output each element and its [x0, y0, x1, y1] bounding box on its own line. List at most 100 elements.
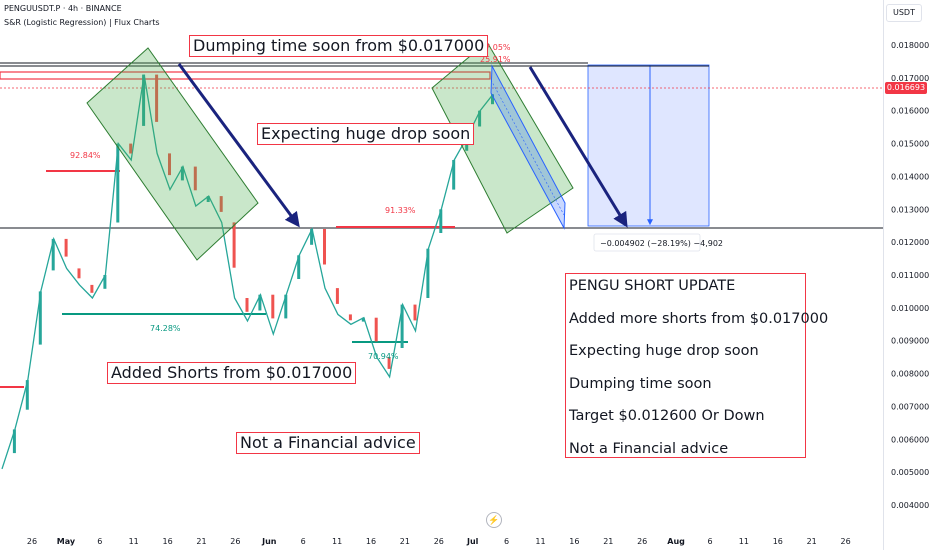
- price-candle: [64, 238, 68, 257]
- price-candle: [219, 196, 223, 212]
- shorts-note[interactable]: Added Shorts from $0.017000: [107, 362, 357, 384]
- price-candle: [361, 317, 365, 322]
- summary-line: PENGU SHORT UPDATE: [569, 278, 736, 294]
- x-tick-label: 16: [366, 537, 376, 546]
- price-candle: [323, 229, 326, 265]
- y-tick-label: 0.018000: [891, 41, 929, 50]
- y-tick-label: 0.009000: [891, 337, 929, 346]
- price-series: [1, 74, 494, 470]
- resistance-zone: [0, 71, 491, 80]
- summary-line: Target $0.012600 Or Down: [569, 408, 765, 424]
- y-tick-label: 0.016000: [891, 107, 929, 116]
- y-tick-label: 0.007000: [891, 402, 929, 411]
- y-tick-label: 0.004000: [891, 501, 929, 510]
- price-candle: [232, 222, 236, 268]
- x-tick-label: 26: [637, 537, 647, 546]
- x-tick-label: 11: [739, 537, 749, 546]
- y-tick-label: 0.017000: [891, 74, 929, 83]
- price-candle: [439, 209, 443, 233]
- y-axis: 0.018000 0.017000 0.016000 0.015000 0.014000…: [891, 41, 929, 510]
- x-tick-label: 6: [707, 537, 712, 546]
- y-tick-label: 0.012000: [891, 238, 929, 247]
- y-tick-label: 0.013000: [891, 205, 929, 214]
- price-candle: [426, 248, 430, 298]
- currency-button[interactable]: USDT: [886, 4, 922, 22]
- pct-label: 97.05%: [480, 43, 511, 52]
- x-tick-label: 26: [434, 537, 444, 546]
- price-candle: [335, 288, 339, 304]
- price-candle: [142, 74, 146, 126]
- price-candle: [491, 94, 494, 105]
- projection-channel[interactable]: [490, 64, 566, 230]
- x-tick-label: Aug: [667, 537, 685, 546]
- price-candle: [258, 294, 262, 311]
- price-candle: [400, 304, 404, 348]
- price-candle: [478, 110, 482, 127]
- x-tick-label: 21: [603, 537, 613, 546]
- pct-label: 70.94%: [368, 352, 399, 361]
- down-arrow-right: [528, 66, 628, 228]
- price-candle: [129, 143, 133, 154]
- x-axis: 26 May 6 11 16 21 26 Jun 6 11 16 21 26 Jul 6 11 16 21 26 Au…: [27, 537, 851, 546]
- x-tick-label: 11: [535, 537, 545, 546]
- price-candle: [103, 275, 107, 289]
- x-tick-label: 6: [97, 537, 102, 546]
- price-candle: [180, 166, 184, 181]
- projection-channel-mid: [490, 79, 565, 216]
- price-line: [1, 74, 494, 470]
- symbol-title: PENGUUSDT.P · 4h · BINANCE: [4, 4, 122, 13]
- price-candle: [206, 196, 210, 202]
- x-tick-label: 16: [569, 537, 579, 546]
- price-candle: [284, 294, 288, 319]
- price-candle: [38, 291, 42, 345]
- pct-label: 91.33%: [385, 206, 416, 215]
- y-tick-label: 0.014000: [891, 172, 929, 181]
- price-candle: [348, 314, 352, 321]
- lightning-icon[interactable]: ⚡: [486, 512, 502, 528]
- projection-box[interactable]: [587, 64, 710, 227]
- x-tick-label: 11: [332, 537, 342, 546]
- pct-label: 25.91%: [480, 55, 511, 64]
- disclaimer-note[interactable]: Not a Financial advice: [236, 432, 420, 454]
- y-tick-label: 0.005000: [891, 468, 929, 477]
- x-tick-label: 26: [27, 537, 37, 546]
- y-tick-label: 0.010000: [891, 304, 929, 313]
- y-tick-label: 0.011000: [891, 271, 929, 280]
- pct-label: 92.84%: [70, 151, 101, 160]
- top-note[interactable]: Dumping time soon from $0.017000: [189, 35, 489, 57]
- summary-line: Expecting huge drop soon: [569, 343, 759, 359]
- y-tick-label: 0.006000: [891, 435, 929, 444]
- price-candle: [51, 238, 55, 271]
- x-tick-label: May: [57, 537, 76, 546]
- indicator-title[interactable]: S&R (Logistic Regression) | Flux Charts: [4, 18, 160, 27]
- price-candle: [310, 229, 314, 245]
- channel-box-left[interactable]: [86, 47, 259, 261]
- price-candle: [387, 357, 391, 369]
- channel-box-right[interactable]: [431, 41, 574, 234]
- x-tick-label: 21: [196, 537, 206, 546]
- summary-line: Not a Financial advice: [569, 440, 729, 457]
- pct-label: 74.28%: [150, 324, 181, 333]
- x-tick-label: Jun: [261, 537, 277, 546]
- summary-box[interactable]: PENGU SHORT UPDATE Added more shorts fro…: [565, 273, 828, 458]
- price-candle: [90, 284, 94, 293]
- summary-line: Dumping time soon: [569, 375, 712, 392]
- x-tick-label: 26: [230, 537, 240, 546]
- x-tick-label: 6: [504, 537, 509, 546]
- price-candle: [452, 160, 456, 190]
- x-tick-label: 6: [301, 537, 306, 546]
- price-candle: [271, 294, 275, 319]
- x-tick-label: 21: [807, 537, 817, 546]
- y-tick-label: 0.015000: [891, 140, 929, 149]
- price-candle: [374, 317, 378, 342]
- price-candle: [168, 153, 171, 176]
- x-tick-label: Jul: [466, 537, 479, 546]
- price-candle: [193, 166, 197, 191]
- price-candle: [77, 268, 81, 279]
- x-tick-label: 16: [163, 537, 173, 546]
- mid-note[interactable]: Expecting huge drop soon: [257, 123, 475, 145]
- x-tick-label: 11: [129, 537, 139, 546]
- price-candle: [25, 380, 29, 410]
- price-candle: [245, 298, 249, 312]
